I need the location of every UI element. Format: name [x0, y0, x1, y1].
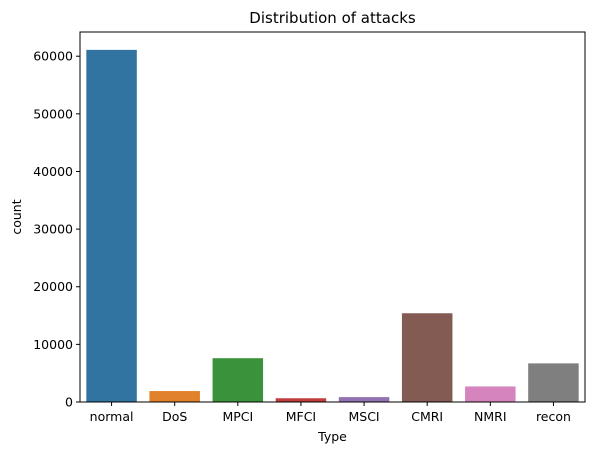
y-tick-label: 0: [65, 395, 73, 410]
y-tick-label: 40000: [33, 164, 73, 179]
plot-frame: [80, 32, 585, 402]
bar-recon: [528, 363, 579, 402]
bar-dos: [149, 391, 200, 402]
x-tick-label: MPCI: [222, 409, 253, 424]
y-tick-label: 50000: [33, 106, 73, 121]
plot-area: [80, 32, 585, 402]
y-axis-label: count: [9, 199, 24, 234]
x-tick-label: DoS: [162, 409, 187, 424]
x-tick-label: normal: [90, 409, 134, 424]
x-axis-label: Type: [317, 429, 347, 444]
bar-nmri: [465, 386, 516, 402]
bar-mfci: [276, 398, 327, 402]
x-tick-label: CMRI: [411, 409, 443, 424]
x-tick-label: MSCI: [348, 409, 379, 424]
x-tick-label: recon: [536, 409, 571, 424]
bar-cmri: [402, 313, 453, 402]
y-axis: 0 10000 20000 30000 40000 50000 60000: [33, 49, 80, 410]
y-tick-label: 30000: [33, 222, 73, 237]
x-axis: normal DoS MPCI MFCI MSCI CMRI NMRI recon: [90, 402, 571, 424]
bar-normal: [86, 50, 137, 402]
y-tick-label: 60000: [33, 49, 73, 64]
y-tick-label: 20000: [33, 279, 73, 294]
bar-msci: [339, 397, 390, 402]
chart-title: Distribution of attacks: [249, 9, 416, 27]
x-tick-label: MFCI: [286, 409, 316, 424]
x-tick-label: NMRI: [474, 409, 507, 424]
bar-mpci: [213, 358, 264, 402]
y-tick-label: 10000: [33, 337, 73, 352]
